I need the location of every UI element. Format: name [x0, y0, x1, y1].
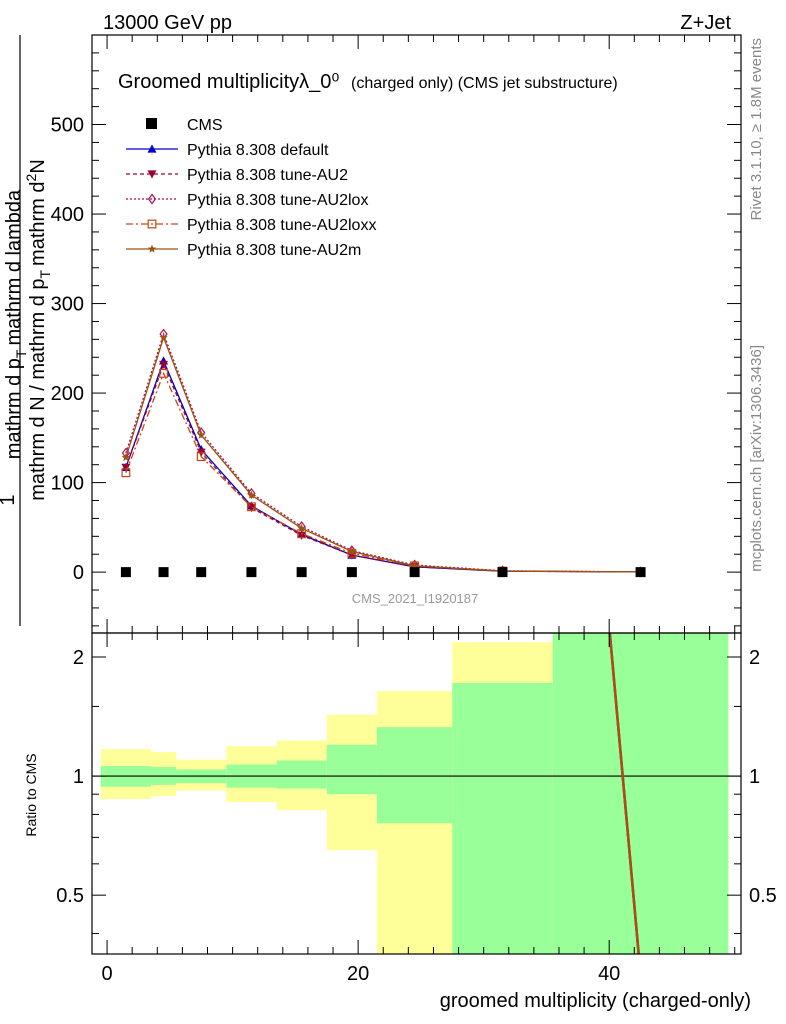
y-label-text: mathrm d N / mathrm d pTmathrm d2Nmathrm…	[3, 159, 53, 501]
x-axis-label: groomed multiplicity (charged-only)	[440, 990, 751, 1012]
chart-title-suffix: (charged only) (CMS jet substructure)	[351, 75, 618, 92]
series-marker-1	[159, 360, 169, 369]
upper-panel-ticks: 0 100 200 300 400 500	[51, 35, 741, 633]
mcplots-reference-label: mcplots.cern.ch [arXiv:1306.3436]	[748, 345, 765, 572]
cms-data-point	[635, 567, 646, 578]
ratio-band-inner-6	[376, 727, 453, 824]
ratio-band-inner-4	[276, 760, 327, 789]
upper-y-tick-label: 500	[51, 115, 84, 137]
series-marker-4	[196, 430, 206, 439]
legend-label-cms: CMS	[187, 117, 223, 134]
ratio-series-line-3	[608, 632, 639, 955]
ratio-y-tick-label-right: 0.5	[749, 885, 777, 907]
legend-label-4: Pythia 8.308 tune-AU2m	[187, 242, 361, 259]
legend-label-2: Pythia 8.308 tune-AU2lox	[187, 192, 368, 209]
ratio-band-inner-7	[452, 682, 553, 954]
series-line-0	[125, 359, 641, 573]
ratio-y-tick-label-right: 1	[749, 766, 760, 788]
series-marker-3	[196, 452, 206, 462]
upper-y-tick-label: 400	[51, 204, 84, 226]
ratio-uncertainty-bands	[92, 633, 741, 954]
cms-data-point	[158, 567, 169, 578]
upper-y-tick-label: 300	[51, 294, 84, 316]
cms-data-point	[296, 567, 307, 578]
legend-label-3: Pythia 8.308 tune-AU2loxx	[187, 217, 376, 234]
x-tick-label: 40	[598, 963, 620, 985]
header-energy-label: 13000 GeV pp	[103, 12, 232, 34]
lower-panel-ticks: 0.5 0.51 12 20 20 40	[56, 633, 777, 985]
series-marker-4	[297, 523, 306, 532]
y-label-numerator-one: 1	[0, 494, 19, 505]
series-line-1	[125, 362, 641, 573]
chart-title-main: Groomed multiplicityλ_0⁰	[118, 71, 339, 93]
series-marker-1	[297, 531, 307, 540]
upper-y-tick-label: 200	[51, 383, 84, 405]
ratio-series	[608, 632, 640, 955]
upper-panel-series	[121, 328, 646, 578]
legend-marker-4	[147, 244, 157, 253]
series-marker-1	[121, 463, 131, 472]
upper-y-axis-label: 1 mathrm d N / mathrm d pTmathrm d2Nmath…	[0, 35, 53, 626]
legend-marker-2	[147, 193, 157, 205]
legend-label-0: Pythia 8.308 default	[187, 142, 329, 159]
cms-data-point	[246, 567, 257, 578]
series-line-3	[125, 371, 641, 573]
series-marker-4	[410, 561, 419, 570]
ratio-y-axis-label: Ratio to CMS	[23, 753, 39, 836]
ratio-y-tick-label-right: 2	[749, 647, 760, 669]
series-marker-4	[159, 333, 168, 342]
upper-panel-data-points	[120, 567, 646, 578]
series-marker-2	[297, 520, 306, 532]
header-process-label: Z+Jet	[680, 12, 731, 34]
legend-label-1: Pythia 8.308 tune-AU2	[187, 167, 348, 184]
cms-data-point	[346, 567, 357, 578]
ratio-series-line-4	[609, 632, 640, 955]
series-marker-4	[121, 453, 131, 462]
analysis-tag: CMS_2021_I1920187	[352, 591, 479, 606]
ratio-y-tick-label-left: 2	[73, 647, 84, 669]
ratio-y-tick-label-left: 0.5	[56, 885, 84, 907]
ratio-band-inner-8	[552, 633, 729, 954]
series-line-4	[125, 335, 641, 573]
rivet-version-label: Rivet 3.1.10, ≥ 1.8M events	[748, 38, 765, 221]
legend-marker-3	[147, 219, 157, 229]
series-marker-3	[247, 502, 256, 512]
x-tick-label: 20	[347, 963, 369, 985]
series-marker-3	[121, 468, 131, 478]
chart-title: Groomed multiplicityλ_0⁰ (charged only) …	[118, 71, 618, 93]
series-marker-1	[246, 504, 256, 513]
series-marker-3	[159, 368, 168, 378]
cms-data-point	[120, 567, 131, 578]
upper-y-tick-label: 0	[73, 562, 84, 584]
cms-data-point	[497, 567, 508, 578]
series-marker-4	[347, 547, 357, 556]
cms-data-point	[196, 567, 207, 578]
lower-frame	[91, 632, 742, 955]
cms-data-point	[409, 567, 420, 578]
series-marker-4	[247, 490, 256, 499]
ratio-y-tick-label-left: 1	[73, 766, 84, 788]
legend: CMS Pythia 8.308 default Pythia 8.308 tune…	[126, 117, 376, 259]
legend-marker-cms	[146, 118, 157, 129]
ratio-band-inner-5	[326, 744, 377, 795]
legend-marker-1	[147, 170, 157, 179]
x-tick-label: 0	[102, 963, 113, 985]
legend-marker-0	[147, 144, 157, 153]
upper-y-tick-label: 100	[51, 473, 84, 495]
